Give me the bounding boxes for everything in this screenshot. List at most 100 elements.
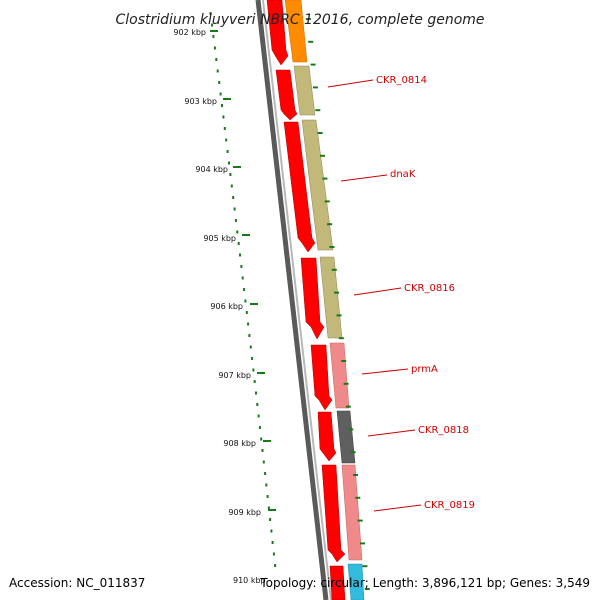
scale-dot <box>222 115 225 119</box>
map-title: Clostridium kluyveri NBRC 12016, complet… <box>115 12 484 28</box>
strand-tick <box>357 519 363 522</box>
strand-tick <box>308 40 314 43</box>
forward-gene-arrow[interactable] <box>321 464 346 563</box>
forward-gene-arrow[interactable] <box>300 257 325 340</box>
scale-dot <box>270 529 273 533</box>
forward-gene-arrow[interactable] <box>283 121 316 253</box>
gene-label-prmA[interactable]: prmA <box>411 364 438 375</box>
leader-line <box>367 429 416 437</box>
kbp-label: 903 kbp <box>184 97 217 106</box>
kbp-label: 907 kbp <box>218 371 251 380</box>
orange-gene[interactable] <box>284 0 308 63</box>
strand-tick <box>353 474 358 476</box>
scale-dot <box>229 173 232 176</box>
scale-dot <box>243 288 246 291</box>
strand-tick <box>312 86 318 89</box>
scale-dot <box>228 161 230 165</box>
gene-label-CKR_0818[interactable]: CKR_0818 <box>418 425 469 436</box>
scale-dot <box>212 35 215 38</box>
scale-dot <box>221 104 223 107</box>
forward-gene-arrow[interactable] <box>317 411 337 462</box>
scale-dot <box>209 12 212 15</box>
scale-dot <box>223 127 226 130</box>
forward-gene-arrow[interactable] <box>329 565 346 600</box>
forward-gene-arrow[interactable] <box>266 0 289 66</box>
scale-dot <box>236 230 239 234</box>
scale-dot <box>233 207 236 211</box>
leader-line <box>340 174 388 182</box>
scale-dot <box>245 311 248 314</box>
strand-tick <box>305 18 311 20</box>
strand-tick <box>322 177 328 180</box>
forward-gene-arrow[interactable] <box>310 344 333 411</box>
scale-dot <box>264 472 267 475</box>
cyan-gene[interactable] <box>347 563 365 600</box>
kbp-label: 909 kbp <box>228 508 261 517</box>
kbp-label: 906 kbp <box>210 302 243 311</box>
leader-line <box>353 287 402 296</box>
forward-strand-genes <box>266 0 346 600</box>
leader-line <box>327 79 374 88</box>
scale-dot <box>266 495 269 498</box>
scale-dot <box>230 184 233 188</box>
scale-dot <box>249 345 252 349</box>
strand-tick <box>338 337 344 340</box>
scale-dot <box>256 403 259 406</box>
scale-dot <box>240 265 243 268</box>
kbp-label: 904 kbp <box>195 165 228 174</box>
scale-dot <box>211 23 213 27</box>
gene-label-dnaK[interactable]: dnaK <box>390 169 416 180</box>
strand-tick <box>343 382 349 385</box>
kbp-label: 908 kbp <box>223 439 256 448</box>
scale-dot <box>258 426 261 429</box>
leader-line <box>373 504 422 512</box>
gene-label-CKR_0816[interactable]: CKR_0816 <box>404 283 455 294</box>
strand-tick <box>320 154 325 157</box>
leader-line <box>361 368 409 375</box>
gene-CKR_0814[interactable] <box>293 65 316 116</box>
strand-tick <box>315 109 321 112</box>
scale-dot <box>215 58 218 61</box>
kbp-label: 905 kbp <box>203 234 236 243</box>
genome-summary: Topology: circular; Length: 3,896,121 bp… <box>259 576 590 590</box>
kbp-label: 910 kbp <box>233 576 266 585</box>
scale-dot <box>274 564 277 567</box>
gene-label-CKR_0819[interactable]: CKR_0819 <box>424 500 475 511</box>
forward-gene-arrow[interactable] <box>275 69 298 121</box>
scale-dot <box>226 150 229 153</box>
strand-tick <box>364 588 370 590</box>
scale-dot <box>255 391 257 395</box>
gene-dnaK[interactable] <box>301 119 334 251</box>
right-ticks <box>305 18 370 590</box>
gene-label-CKR_0814[interactable]: CKR_0814 <box>376 75 427 86</box>
scale-dot <box>247 322 250 326</box>
strand-tick <box>345 405 351 408</box>
scale-dot <box>257 414 260 418</box>
scale-dot <box>218 81 221 84</box>
genome-backbone-shadow <box>262 0 332 600</box>
strand-tick <box>350 451 356 454</box>
scale-dot <box>271 541 274 544</box>
scale-dot <box>237 242 240 245</box>
gene-prmA[interactable] <box>329 342 350 409</box>
gene-CKR_0819[interactable] <box>341 464 363 561</box>
strand-tick <box>331 268 337 271</box>
scale-dot <box>251 357 254 360</box>
strand-tick <box>310 63 316 66</box>
scale-dot <box>252 368 255 372</box>
scale-dot <box>265 483 268 487</box>
accession-text: Accession: NC_011837 <box>9 576 145 590</box>
strand-tick <box>317 132 323 134</box>
scale-dot <box>267 506 270 510</box>
strand-tick <box>362 565 368 568</box>
scale-dot <box>253 380 256 383</box>
gene-CKR_0818[interactable] <box>336 410 356 464</box>
scale-dot <box>262 460 265 464</box>
scale-dot <box>225 138 228 142</box>
strand-tick <box>355 496 361 499</box>
strand-tick <box>334 291 340 294</box>
scale-dot <box>269 518 272 521</box>
scale-dot <box>216 69 219 73</box>
scale-dot <box>241 276 244 280</box>
